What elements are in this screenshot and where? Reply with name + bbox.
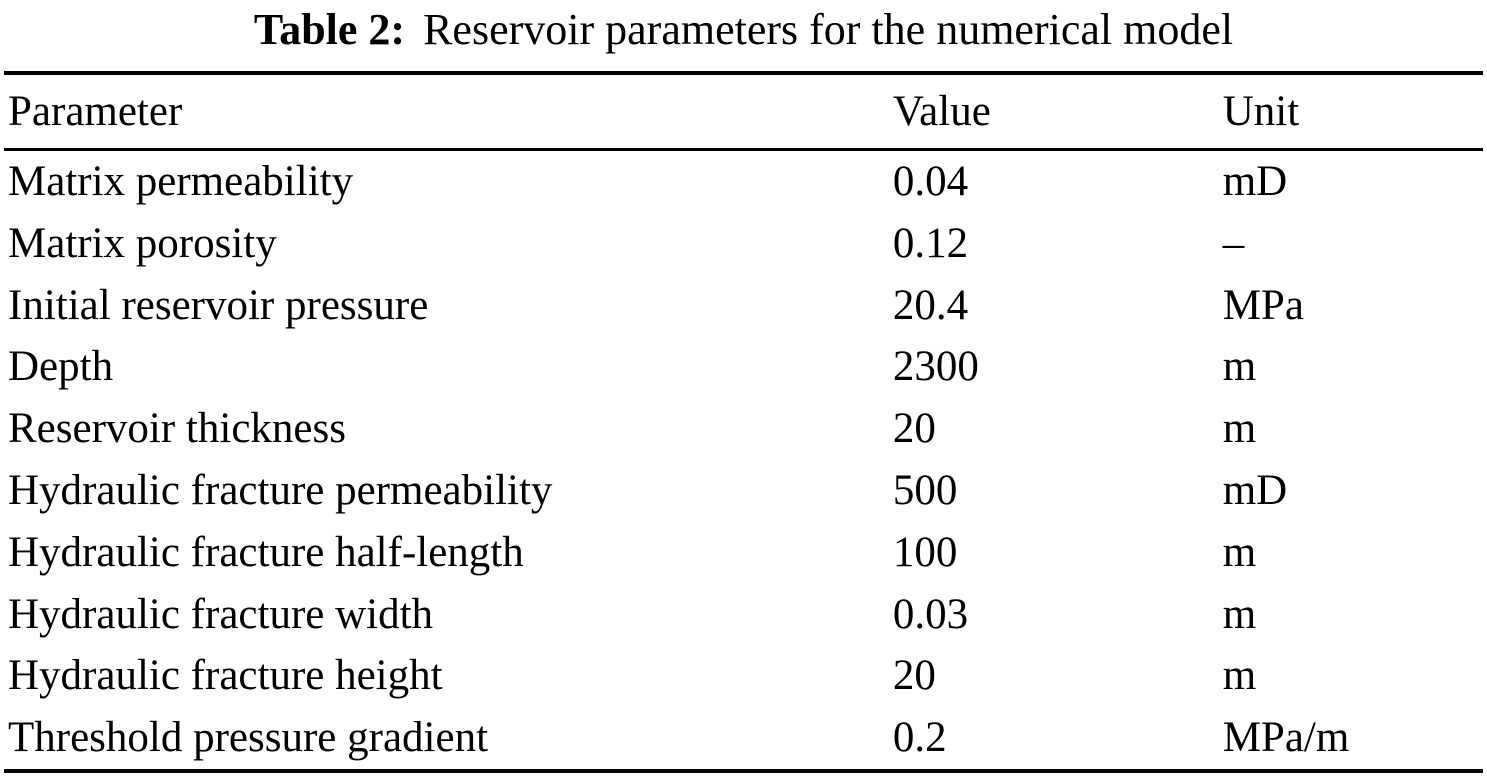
cell-unit: mD bbox=[1222, 158, 1288, 205]
table-row: Threshold pressure gradient 0.2 MPa/m bbox=[4, 707, 1483, 769]
cell-value: 0.03 bbox=[892, 590, 969, 638]
table-row: Initial reservoir pressure 20.4 MPa bbox=[4, 275, 1483, 337]
table-bottom-rule bbox=[4, 768, 1483, 773]
cell-unit: MPa bbox=[1222, 281, 1304, 329]
table-row: Matrix porosity 0.12 – bbox=[4, 213, 1483, 275]
cell-parameter: Hydraulic fracture width bbox=[8, 590, 434, 638]
cell-value: 20 bbox=[892, 652, 936, 700]
cell-value: 0.2 bbox=[892, 714, 947, 762]
table-row: Matrix permeability 0.04 mD bbox=[4, 151, 1483, 213]
cell-parameter: Reservoir thickness bbox=[8, 405, 346, 453]
table-header-rule bbox=[4, 148, 1483, 151]
table-header-row: Parameter Value Unit bbox=[4, 75, 1483, 148]
cell-value: 0.12 bbox=[892, 219, 969, 267]
table-top-rule bbox=[4, 71, 1483, 75]
table-caption: Table 2: Reservoir parameters for the nu… bbox=[0, 0, 1487, 71]
table-row: Hydraulic fracture height 20 m bbox=[4, 645, 1483, 707]
cell-value: 500 bbox=[892, 466, 958, 514]
cell-parameter: Hydraulic fracture permeability bbox=[8, 466, 553, 514]
cell-parameter: Threshold pressure gradient bbox=[8, 714, 489, 762]
cell-value: 100 bbox=[892, 528, 958, 576]
cell-value: 20 bbox=[892, 405, 936, 453]
parameters-table: Parameter Value Unit Matrix permeability… bbox=[4, 71, 1483, 773]
cell-parameter: Matrix porosity bbox=[8, 219, 277, 267]
cell-value: 0.04 bbox=[892, 158, 969, 205]
cell-parameter: Initial reservoir pressure bbox=[8, 281, 429, 329]
cell-unit: m bbox=[1222, 652, 1257, 700]
table-row: Depth 2300 m bbox=[4, 336, 1483, 398]
cell-parameter: Matrix permeability bbox=[8, 158, 354, 205]
cell-unit: – bbox=[1222, 219, 1245, 267]
cell-parameter: Depth bbox=[8, 343, 114, 391]
table-body: Matrix permeability 0.04 mD Matrix porosity… bbox=[4, 151, 1483, 769]
caption-text: Reservoir parameters for the numerical m… bbox=[423, 5, 1234, 54]
cell-unit: m bbox=[1222, 528, 1257, 576]
caption-label: Table 2: bbox=[253, 5, 406, 54]
column-header-unit: Unit bbox=[1222, 88, 1300, 135]
column-header-value: Value bbox=[892, 88, 991, 135]
cell-unit: mD bbox=[1222, 466, 1288, 514]
cell-unit: m bbox=[1222, 405, 1257, 453]
cell-parameter: Hydraulic fracture height bbox=[8, 652, 443, 700]
cell-value: 2300 bbox=[892, 343, 979, 391]
cell-value: 20.4 bbox=[892, 281, 969, 329]
cell-unit: MPa/m bbox=[1222, 714, 1350, 762]
table-row: Hydraulic fracture width 0.03 m bbox=[4, 584, 1483, 646]
cell-parameter: Hydraulic fracture half-length bbox=[8, 528, 524, 576]
table-row: Reservoir thickness 20 m bbox=[4, 398, 1483, 460]
cell-unit: m bbox=[1222, 343, 1257, 391]
table-row: Hydraulic fracture half-length 100 m bbox=[4, 522, 1483, 584]
column-header-parameter: Parameter bbox=[8, 88, 183, 135]
table-row: Hydraulic fracture permeability 500 mD bbox=[4, 460, 1483, 522]
cell-unit: m bbox=[1222, 590, 1257, 638]
